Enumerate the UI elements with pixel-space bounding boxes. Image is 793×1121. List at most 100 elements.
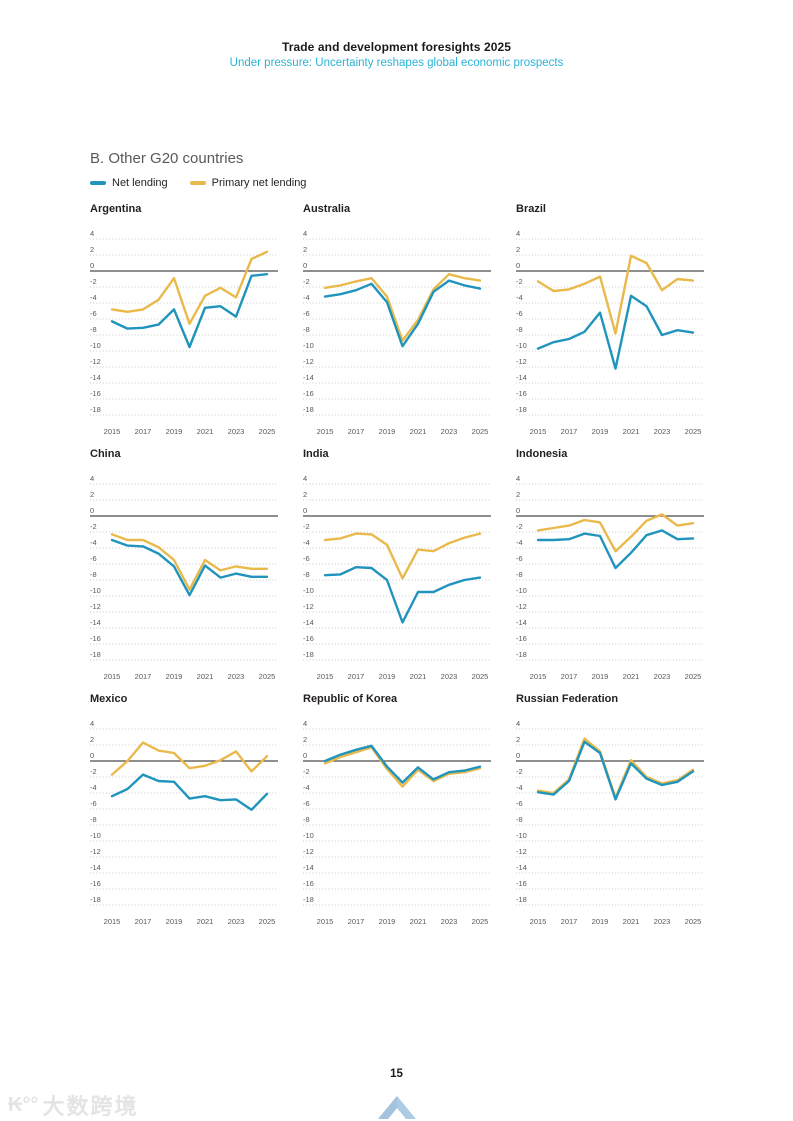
- svg-text:2019: 2019: [379, 917, 396, 926]
- chart-card: China 4 2 0 -2 -4 -6 -8 -10 -12 -14 -16 -18 2015 2017…: [90, 448, 278, 684]
- svg-text:-6: -6: [516, 799, 523, 808]
- svg-text:-8: -8: [90, 570, 97, 579]
- svg-text:-14: -14: [90, 373, 101, 382]
- svg-text:-4: -4: [516, 293, 523, 302]
- svg-text:2: 2: [90, 245, 94, 254]
- svg-text:-8: -8: [303, 570, 310, 579]
- svg-text:4: 4: [303, 474, 307, 483]
- svg-text:4: 4: [303, 229, 307, 238]
- svg-text:-16: -16: [90, 389, 101, 398]
- svg-text:-10: -10: [516, 341, 527, 350]
- svg-text:4: 4: [90, 229, 94, 238]
- svg-text:-6: -6: [303, 309, 310, 318]
- svg-text:-4: -4: [90, 783, 97, 792]
- chart-title: Argentina: [90, 203, 142, 215]
- svg-text:-12: -12: [303, 357, 314, 366]
- svg-text:2023: 2023: [228, 917, 245, 926]
- svg-text:2025: 2025: [685, 917, 702, 926]
- svg-text:-10: -10: [90, 586, 101, 595]
- svg-text:2017: 2017: [561, 917, 578, 926]
- svg-text:-8: -8: [303, 815, 310, 824]
- svg-text:2021: 2021: [623, 672, 640, 681]
- svg-text:2019: 2019: [166, 672, 183, 681]
- watermark: ₭°° 大数跨境: [8, 1089, 138, 1121]
- svg-text:-14: -14: [303, 863, 314, 872]
- svg-text:-18: -18: [90, 650, 101, 659]
- chart-plot: 4 2 0 -2 -4 -6 -8 -10 -12 -14 -16 -18 2015 2017 2019 20…: [90, 719, 278, 926]
- svg-text:-18: -18: [303, 405, 314, 414]
- svg-text:2019: 2019: [379, 672, 396, 681]
- svg-text:-12: -12: [90, 602, 101, 611]
- svg-text:2025: 2025: [472, 672, 489, 681]
- legend-item-net-lending: Net lending: [90, 177, 168, 189]
- svg-text:2015: 2015: [317, 427, 334, 436]
- svg-text:2025: 2025: [259, 672, 276, 681]
- svg-text:2017: 2017: [348, 917, 365, 926]
- svg-text:2017: 2017: [135, 672, 152, 681]
- chart-card: Russian Federation 4 2 0 -2 -4 -6 -8 -10 -12 -14 -…: [516, 693, 704, 929]
- svg-text:-6: -6: [90, 799, 97, 808]
- svg-text:4: 4: [90, 474, 94, 483]
- chart-title: Brazil: [516, 203, 546, 215]
- svg-text:-2: -2: [303, 277, 310, 286]
- svg-text:-4: -4: [303, 293, 310, 302]
- svg-text:-16: -16: [303, 634, 314, 643]
- chart-card: Australia 4 2 0 -2 -4 -6 -8 -10 -12 -14 -16 -18 2015…: [303, 203, 491, 439]
- svg-text:2023: 2023: [441, 917, 458, 926]
- charts-grid: Argentina 4 2 0 -2 -4 -6 -8 -10 -12 -14 -16 -18 2015…: [90, 203, 704, 929]
- chart-title: Russian Federation: [516, 693, 619, 705]
- svg-text:2015: 2015: [317, 672, 334, 681]
- chart-plot: 4 2 0 -2 -4 -6 -8 -10 -12 -14 -16 -18 2015 2017 2019 20…: [303, 229, 491, 436]
- svg-text:-18: -18: [516, 405, 527, 414]
- svg-text:2: 2: [516, 490, 520, 499]
- svg-text:2023: 2023: [654, 427, 671, 436]
- svg-text:-4: -4: [516, 783, 523, 792]
- svg-text:-16: -16: [516, 389, 527, 398]
- chart-legend: Net lending Primary net lending: [90, 177, 306, 189]
- svg-text:2021: 2021: [197, 917, 214, 926]
- chart-plot: 4 2 0 -2 -4 -6 -8 -10 -12 -14 -16 -18 2015 2017 2019 20…: [90, 474, 278, 681]
- legend-item-primary-net-lending: Primary net lending: [189, 177, 306, 189]
- svg-text:2023: 2023: [228, 672, 245, 681]
- svg-text:-12: -12: [516, 357, 527, 366]
- svg-text:2: 2: [303, 735, 307, 744]
- svg-text:-6: -6: [516, 309, 523, 318]
- primary-net-lending-line-swatch: [189, 181, 206, 185]
- svg-text:-16: -16: [303, 389, 314, 398]
- svg-text:0: 0: [90, 506, 94, 515]
- svg-text:-10: -10: [90, 831, 101, 840]
- svg-text:2: 2: [303, 490, 307, 499]
- svg-text:2019: 2019: [166, 917, 183, 926]
- svg-text:2015: 2015: [104, 917, 121, 926]
- svg-text:-4: -4: [303, 783, 310, 792]
- svg-text:-12: -12: [516, 847, 527, 856]
- svg-text:2017: 2017: [135, 917, 152, 926]
- svg-text:2015: 2015: [530, 672, 547, 681]
- svg-text:-18: -18: [516, 895, 527, 904]
- svg-text:2019: 2019: [592, 672, 609, 681]
- svg-text:0: 0: [516, 261, 520, 270]
- svg-text:2017: 2017: [348, 427, 365, 436]
- svg-text:-6: -6: [303, 554, 310, 563]
- chart-card: Republic of Korea 4 2 0 -2 -4 -6 -8 -10 -12 -14 -1…: [303, 693, 491, 929]
- chart-plot: 4 2 0 -2 -4 -6 -8 -10 -12 -14 -16 -18 2015 2017 2019 20…: [516, 474, 704, 681]
- svg-text:2: 2: [516, 735, 520, 744]
- svg-text:0: 0: [303, 506, 307, 515]
- svg-text:-10: -10: [90, 341, 101, 350]
- svg-text:-10: -10: [516, 586, 527, 595]
- svg-text:4: 4: [516, 229, 520, 238]
- svg-text:2021: 2021: [623, 427, 640, 436]
- svg-text:2025: 2025: [472, 427, 489, 436]
- svg-text:2017: 2017: [561, 427, 578, 436]
- svg-text:0: 0: [516, 506, 520, 515]
- chart-title: Republic of Korea: [303, 693, 398, 705]
- svg-text:-14: -14: [90, 618, 101, 627]
- svg-text:-6: -6: [303, 799, 310, 808]
- svg-text:2017: 2017: [135, 427, 152, 436]
- svg-text:-12: -12: [90, 357, 101, 366]
- chart-title: Mexico: [90, 693, 128, 705]
- svg-text:-10: -10: [303, 586, 314, 595]
- svg-text:-2: -2: [303, 767, 310, 776]
- svg-text:2023: 2023: [441, 427, 458, 436]
- svg-text:-4: -4: [303, 538, 310, 547]
